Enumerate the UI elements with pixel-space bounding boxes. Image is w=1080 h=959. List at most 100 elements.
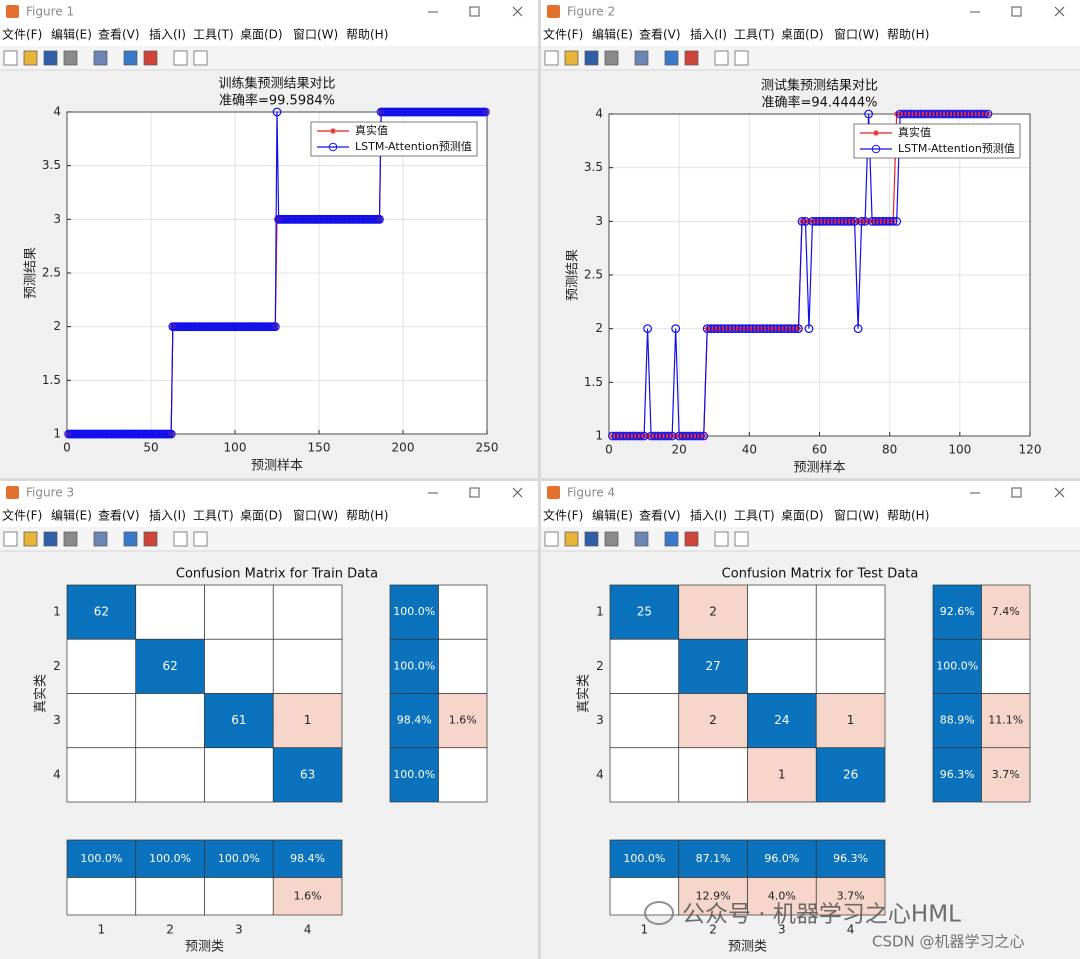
toolbar-button[interactable] bbox=[564, 531, 579, 547]
toolbar bbox=[0, 527, 538, 551]
menu-item[interactable]: 插入(I) bbox=[149, 509, 186, 523]
toolbar-button[interactable] bbox=[143, 50, 158, 66]
toolbar-button[interactable] bbox=[123, 50, 138, 66]
menu-item[interactable]: 查看(V) bbox=[98, 509, 140, 523]
toolbar-button[interactable] bbox=[584, 531, 599, 547]
point-marker bbox=[794, 324, 803, 334]
toolbar-button[interactable] bbox=[23, 531, 38, 547]
app-icon bbox=[547, 486, 560, 499]
menu-bar bbox=[0, 24, 538, 46]
matrix-cell bbox=[981, 693, 1031, 749]
menu-item[interactable]: 工具(T) bbox=[734, 28, 775, 42]
toolbar-button[interactable] bbox=[634, 50, 649, 66]
toolbar-button[interactable] bbox=[193, 531, 208, 547]
toolbar-button[interactable] bbox=[43, 50, 58, 66]
toolbar-button[interactable] bbox=[604, 50, 619, 66]
menu-item[interactable]: 工具(T) bbox=[193, 509, 234, 523]
menu-item[interactable]: 帮助(H) bbox=[346, 509, 388, 523]
toolbar-button[interactable] bbox=[3, 50, 18, 66]
chart-subtitle: 准确率=99.5984% bbox=[219, 93, 335, 109]
x-tick-label: 40 bbox=[742, 443, 757, 457]
menu-item[interactable]: 窗口(W) bbox=[834, 28, 879, 42]
row-label: 3 bbox=[53, 713, 61, 727]
matrix-cell bbox=[609, 584, 680, 640]
empty-cell bbox=[204, 584, 274, 640]
close-button[interactable] bbox=[512, 487, 523, 498]
toolbar-button[interactable] bbox=[123, 531, 138, 547]
toolbar-button[interactable] bbox=[714, 50, 729, 66]
y-tick-label: 3.5 bbox=[42, 158, 61, 172]
menu-item[interactable]: 帮助(H) bbox=[887, 509, 929, 523]
maximize-button[interactable] bbox=[469, 6, 480, 17]
menu-item[interactable]: 查看(V) bbox=[639, 28, 681, 42]
menu-item[interactable]: 窗口(W) bbox=[834, 509, 879, 523]
maximize-button[interactable] bbox=[469, 487, 480, 498]
menu-item[interactable]: 帮助(H) bbox=[887, 28, 929, 42]
menu-item[interactable]: 文件(F) bbox=[543, 508, 583, 523]
toolbar-button[interactable] bbox=[63, 531, 78, 547]
menu-item[interactable]: 编辑(E) bbox=[592, 508, 633, 523]
menu-item[interactable]: 插入(I) bbox=[690, 509, 727, 523]
menu-item[interactable]: 窗口(W) bbox=[293, 28, 338, 42]
toolbar-button[interactable] bbox=[193, 50, 208, 66]
menu-item[interactable]: 插入(I) bbox=[149, 28, 186, 42]
menu-item[interactable]: 编辑(E) bbox=[592, 27, 633, 42]
cell-label: 1 bbox=[847, 713, 855, 727]
point-marker bbox=[480, 107, 490, 117]
toolbar-button[interactable] bbox=[544, 531, 559, 547]
menu-item[interactable]: 帮助(H) bbox=[346, 28, 388, 42]
menu-item[interactable]: 插入(I) bbox=[690, 28, 727, 42]
toolbar-button[interactable] bbox=[664, 50, 679, 66]
cell-label: 26 bbox=[843, 767, 858, 781]
toolbar-button[interactable] bbox=[684, 50, 699, 66]
menu-item[interactable]: 桌面(D) bbox=[781, 509, 824, 523]
menu-item[interactable]: 桌面(D) bbox=[240, 509, 283, 523]
window-title: Figure 3 bbox=[26, 486, 74, 500]
cell-label: 2 bbox=[709, 605, 717, 619]
y-tick-label: 2 bbox=[595, 321, 603, 335]
menu-item[interactable]: 窗口(W) bbox=[293, 509, 338, 523]
menu-item[interactable]: 文件(F) bbox=[543, 27, 583, 42]
toolbar-button[interactable] bbox=[664, 531, 679, 547]
matrix-cell bbox=[272, 693, 343, 749]
close-button[interactable] bbox=[1054, 6, 1065, 17]
toolbar-button[interactable] bbox=[584, 50, 599, 66]
toolbar-button[interactable] bbox=[63, 50, 78, 66]
menu-item[interactable]: 文件(F) bbox=[2, 508, 42, 523]
toolbar-button[interactable] bbox=[173, 531, 188, 547]
toolbar-button[interactable] bbox=[173, 50, 188, 66]
close-button[interactable] bbox=[512, 6, 523, 17]
column-label: 3 bbox=[778, 923, 786, 937]
menu-item[interactable]: 查看(V) bbox=[98, 28, 140, 42]
toolbar-button[interactable] bbox=[564, 50, 579, 66]
maximize-button[interactable] bbox=[1011, 487, 1022, 498]
menu-item[interactable]: 桌面(D) bbox=[240, 28, 283, 42]
toolbar-button[interactable] bbox=[23, 50, 38, 66]
toolbar-button[interactable] bbox=[3, 531, 18, 547]
toolbar-button[interactable] bbox=[143, 531, 158, 547]
toolbar-button[interactable] bbox=[43, 531, 58, 547]
toolbar-button[interactable] bbox=[734, 531, 749, 547]
toolbar-button[interactable] bbox=[684, 531, 699, 547]
x-axis-label: 预测样本 bbox=[251, 459, 303, 474]
menu-item[interactable]: 桌面(D) bbox=[781, 28, 824, 42]
empty-cell bbox=[438, 638, 488, 694]
maximize-button[interactable] bbox=[1011, 6, 1022, 17]
toolbar-button[interactable] bbox=[634, 531, 649, 547]
menu-item[interactable]: 编辑(E) bbox=[51, 508, 92, 523]
close-button[interactable] bbox=[1054, 487, 1065, 498]
toolbar-button[interactable] bbox=[93, 531, 108, 547]
toolbar-button[interactable] bbox=[734, 50, 749, 66]
menu-item[interactable]: 工具(T) bbox=[734, 509, 775, 523]
menu-item[interactable]: 工具(T) bbox=[193, 28, 234, 42]
chart-title: 训练集预测结果对比 bbox=[218, 76, 335, 92]
menu-item[interactable]: 编辑(E) bbox=[51, 27, 92, 42]
toolbar-button[interactable] bbox=[604, 531, 619, 547]
y-axis-label: 预测结果 bbox=[24, 247, 39, 299]
menu-item[interactable]: 查看(V) bbox=[639, 509, 681, 523]
menu-item[interactable]: 文件(F) bbox=[2, 27, 42, 42]
toolbar-button[interactable] bbox=[93, 50, 108, 66]
toolbar-button[interactable] bbox=[714, 531, 729, 547]
toolbar-button[interactable] bbox=[544, 50, 559, 66]
